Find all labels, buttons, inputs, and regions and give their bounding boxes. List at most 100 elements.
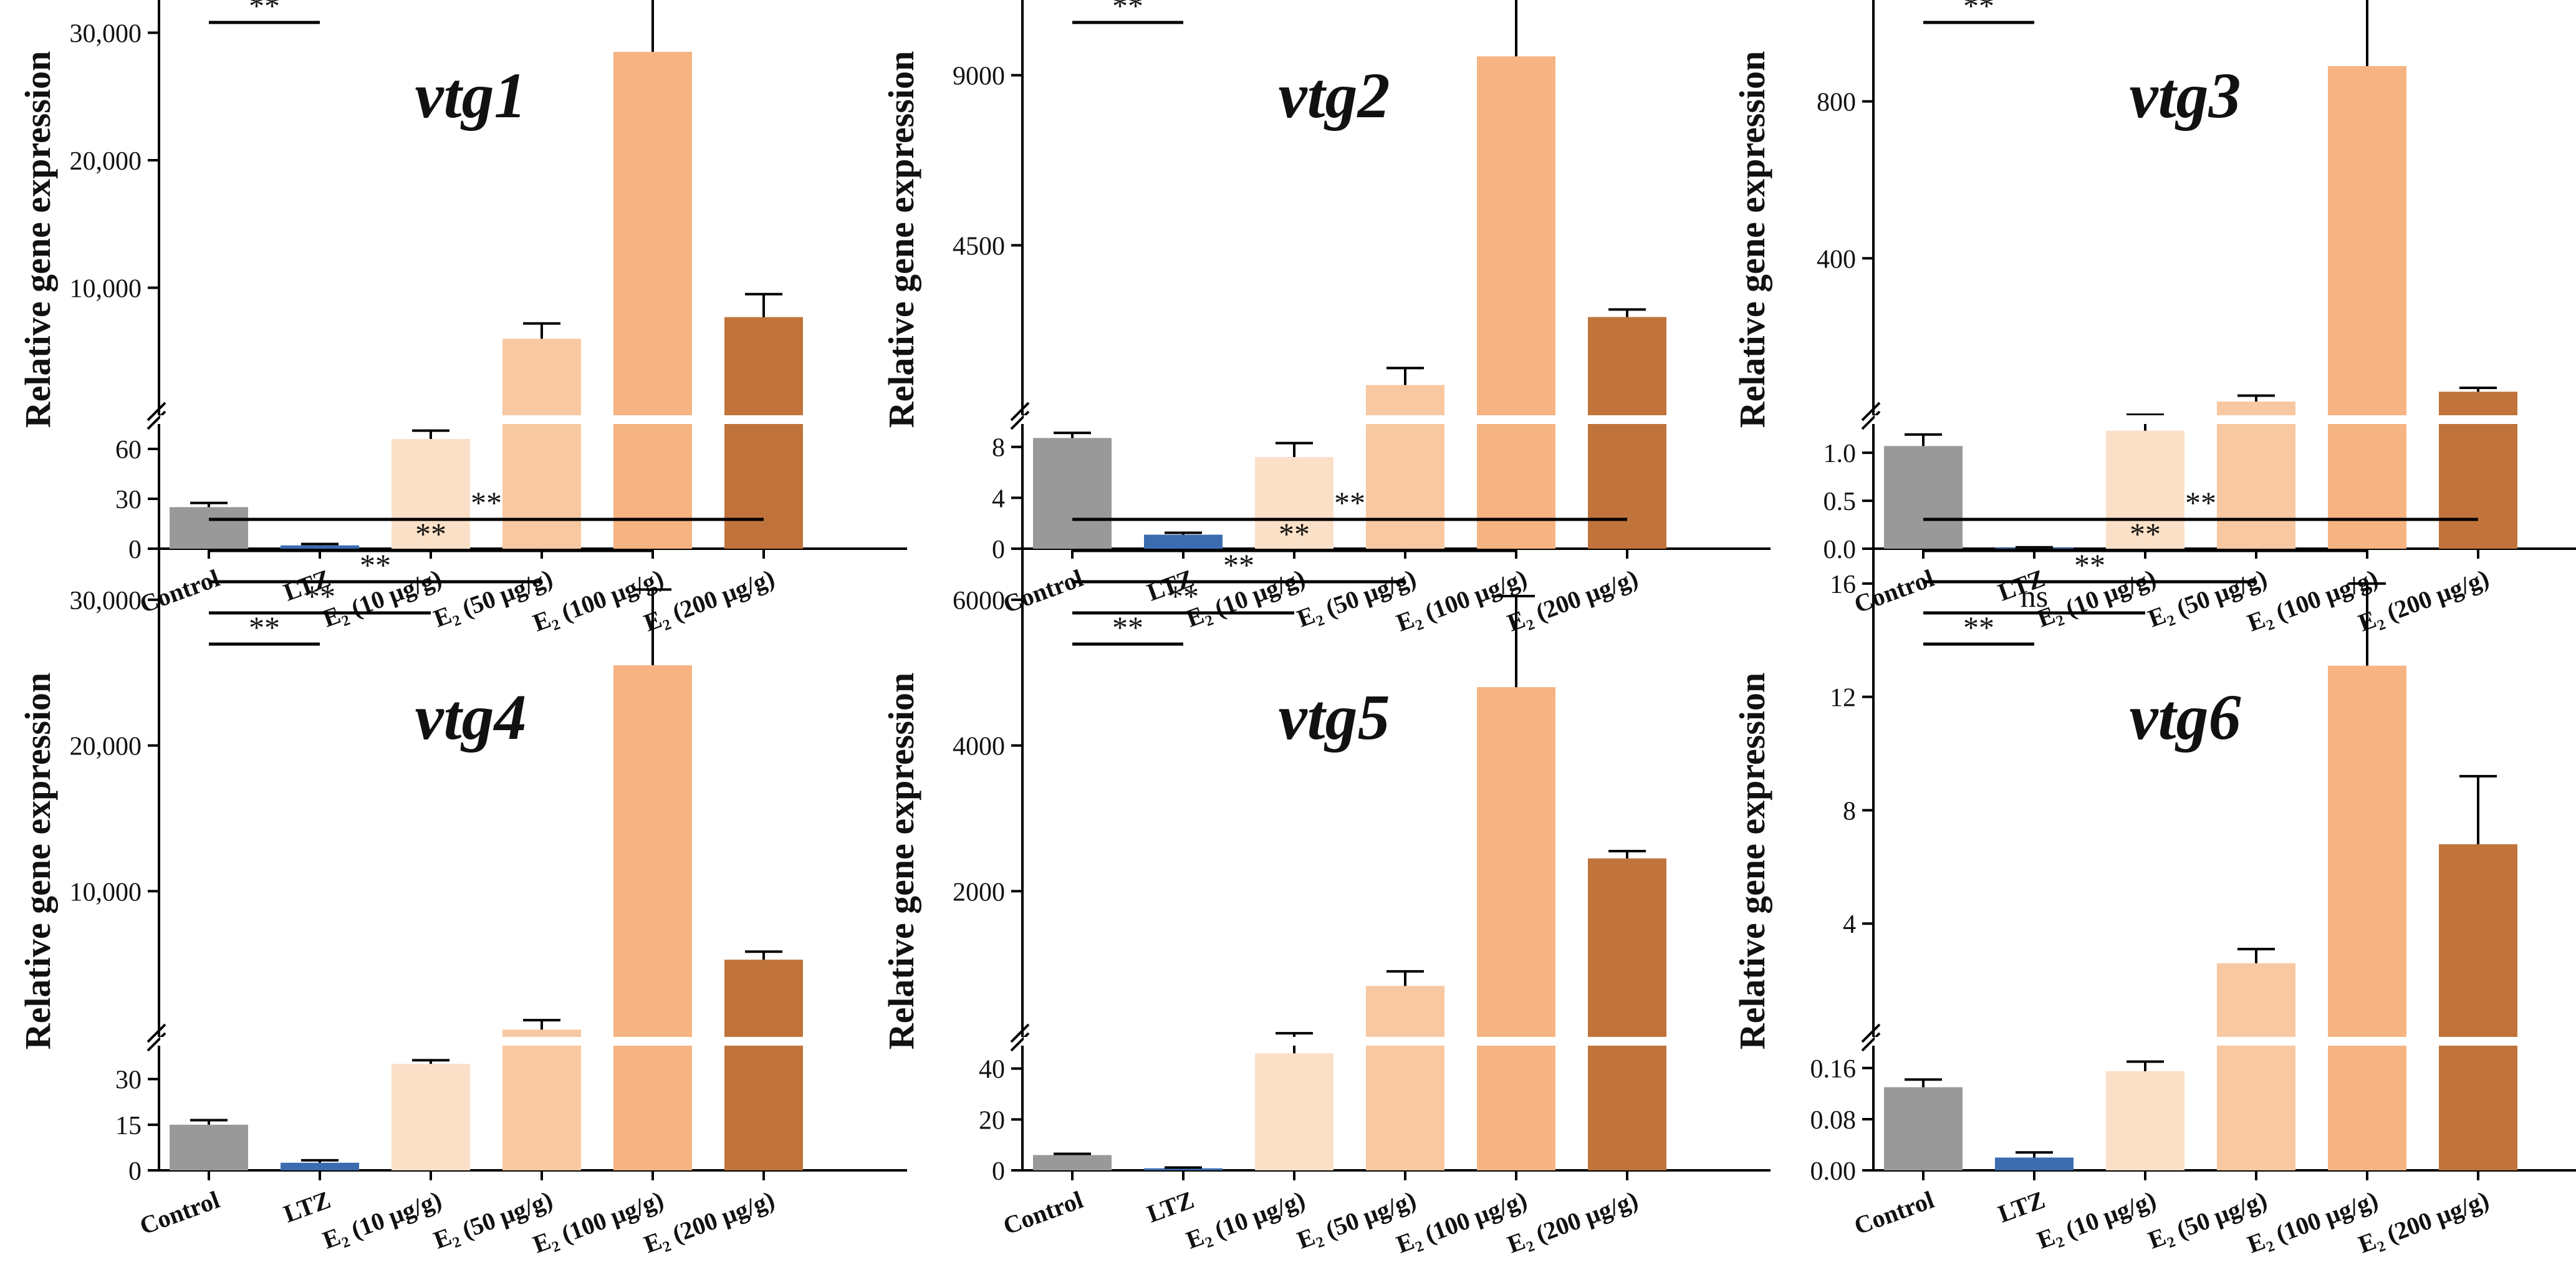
y-tick-label: 10,000: [70, 878, 142, 907]
y-tick-label: 0: [992, 1157, 1005, 1186]
bar-upper-segment: [724, 960, 803, 1037]
y-tick-label: 2000: [953, 878, 1005, 907]
bar-upper-segment: [2439, 844, 2517, 1037]
bar-lower-segment: [613, 424, 692, 549]
y-tick-label: 8: [1843, 797, 1856, 826]
bar-lower-segment: [2439, 1046, 2517, 1170]
significance-label: **: [1112, 0, 1143, 23]
x-tick-label: Control: [136, 1185, 223, 1240]
axis-break-band: [1024, 1037, 1771, 1046]
bar-lower-segment: [2217, 424, 2295, 549]
y-tick-label: 20,000: [70, 147, 142, 176]
bar-1: [281, 545, 359, 549]
axis-break-stroke: [1861, 410, 1881, 430]
significance-label: **: [1334, 485, 1365, 520]
x-tick-label: LTZ: [1994, 1185, 2049, 1228]
axis-break-stroke: [1010, 1032, 1030, 1052]
x-tick-label: Control: [136, 564, 223, 619]
bar-1: [1144, 1168, 1223, 1170]
bar-lower-segment: [1366, 424, 1444, 549]
bar-2: [2106, 430, 2184, 549]
bar-lower-segment: [613, 1046, 692, 1170]
bar-3: [1366, 986, 1444, 1170]
x-tick-label: Control: [999, 564, 1087, 619]
bar-upper-segment: [2439, 392, 2517, 415]
bar-2: [1255, 457, 1334, 549]
bar-lower-segment: [724, 424, 803, 549]
axis-break-mark: [1010, 402, 1030, 430]
bar-upper-segment: [1588, 858, 1666, 1037]
x-tick-label: LTZ: [280, 1185, 334, 1228]
y-tick-label: 60: [115, 436, 142, 465]
y-tick-label: 0: [128, 536, 142, 564]
significance-label: **: [304, 579, 335, 614]
bar-3: [502, 339, 581, 549]
y-tick-label: 0.0: [1824, 536, 1857, 564]
bar-0: [1884, 446, 1963, 549]
significance-label: **: [471, 485, 502, 520]
y-tick-label: 800: [1817, 89, 1856, 117]
significance-label: **: [2130, 516, 2161, 551]
axis-break-band: [1024, 415, 1771, 424]
y-tick-label: 30: [115, 1066, 142, 1095]
bar-lower-segment: [2328, 1046, 2406, 1170]
bar-1: [1995, 1157, 2074, 1170]
y-tick-label: 4: [992, 484, 1005, 513]
axis-break-stroke: [1861, 402, 1881, 421]
y-tick-label: 20,000: [70, 733, 142, 761]
y-tick-label: 4500: [953, 232, 1005, 261]
axis-break-stroke: [1010, 1023, 1030, 1043]
axis-break-stroke: [1861, 1032, 1881, 1052]
y-tick-label: 0.00: [1810, 1157, 1857, 1186]
axis-break-stroke: [147, 402, 166, 421]
significance-label: **: [415, 516, 446, 551]
bar-5: [724, 960, 803, 1170]
bar-0: [1033, 438, 1112, 549]
gene-title: vtg2: [1278, 60, 1390, 132]
bar-upper-segment: [1477, 56, 1555, 416]
y-axis-label: Relative gene expression: [1732, 673, 1772, 1050]
axis-break-mark: [147, 402, 166, 430]
y-tick-label: 30: [115, 486, 142, 514]
bar-3: [502, 1029, 581, 1170]
bar-0: [1033, 1155, 1112, 1170]
bar-upper-segment: [613, 52, 692, 416]
bar-lower-segment: [1477, 424, 1555, 549]
bar-1: [1144, 534, 1223, 549]
bar-lower-segment: [502, 1046, 581, 1170]
bar-upper-segment: [1477, 687, 1555, 1037]
y-tick-label: 1.0: [1824, 440, 1857, 468]
bar-upper-segment: [613, 665, 692, 1037]
axis-break-mark: [1861, 402, 1881, 430]
significance-label: **: [1112, 610, 1143, 645]
axis-break-band: [1875, 415, 2576, 424]
significance-label: **: [1963, 610, 1994, 645]
significance-label: ns: [2021, 579, 2048, 614]
bar-2: [1255, 1053, 1334, 1170]
y-axis-label: Relative gene expression: [1732, 51, 1772, 428]
bar-5: [1588, 317, 1666, 549]
axis-break-stroke: [147, 1032, 166, 1052]
bar-lower-segment: [1477, 1046, 1555, 1170]
y-tick-label: 12: [1830, 684, 1856, 713]
axis-break-stroke: [147, 1023, 166, 1043]
y-axis-label: Relative gene expression: [881, 673, 921, 1050]
bar-5: [724, 317, 803, 549]
axis-break-stroke: [147, 410, 166, 430]
bar-upper-segment: [2328, 65, 2406, 415]
axis-break-band: [160, 415, 907, 424]
bar-lower-segment: [724, 1046, 803, 1170]
y-tick-label: 0.08: [1810, 1106, 1857, 1135]
bar-2: [2106, 1071, 2184, 1170]
bar-upper-segment: [502, 1029, 581, 1037]
x-tick-label: Control: [999, 1185, 1087, 1240]
x-tick-label: E₂ (10 μg/g): [319, 1185, 445, 1254]
bar-lower-segment: [2439, 424, 2517, 549]
y-tick-label: 10,000: [70, 275, 142, 304]
x-tick-label: E₂ (10 μg/g): [2034, 1185, 2160, 1254]
axis-break-band: [1875, 1037, 2576, 1046]
y-axis-label: Relative gene expression: [17, 673, 58, 1050]
x-tick-label: Control: [1850, 564, 1938, 619]
significance-label: **: [1279, 516, 1310, 551]
significance-label: **: [2185, 485, 2216, 520]
